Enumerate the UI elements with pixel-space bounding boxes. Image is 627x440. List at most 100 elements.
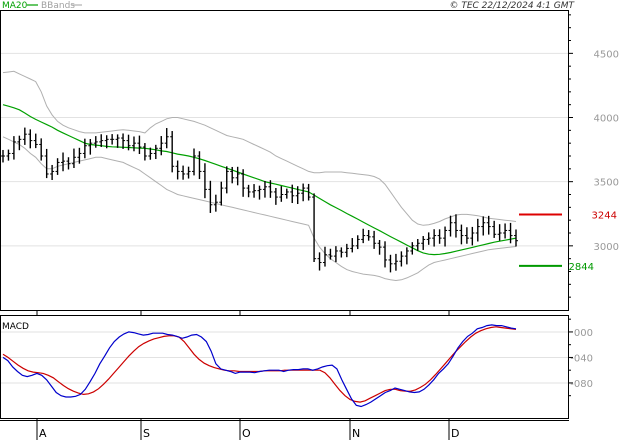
macd-lines: [2, 324, 517, 408]
price-bar: [503, 223, 508, 239]
price-bar: [142, 143, 147, 161]
price-bar: [514, 229, 518, 247]
price-bar: [1, 149, 5, 163]
price-bar: [492, 220, 497, 238]
price-bar: [443, 226, 448, 247]
macd-title: MACD: [2, 322, 29, 332]
time-tick-label: S: [143, 427, 150, 440]
price-bar: [148, 147, 153, 160]
macd-grid: [1, 331, 568, 384]
price-bar: [328, 248, 333, 260]
bbands-legend-label: BBands: [41, 1, 75, 11]
price-bar: [486, 215, 491, 235]
price-bar: [224, 166, 229, 194]
macd-axis: 000 -040 -080: [568, 318, 593, 397]
price-bar: [464, 227, 469, 244]
macd-tick-label: -080: [570, 379, 593, 390]
price-bar: [448, 215, 453, 237]
price-tick-label: 3500: [594, 178, 619, 189]
price-bar: [213, 194, 218, 212]
price-bar: [290, 184, 295, 204]
price-bar: [322, 246, 327, 267]
price-bar: [295, 186, 300, 205]
price-bar: [284, 188, 289, 199]
price-bar: [333, 246, 338, 263]
time-tick-label: O: [242, 427, 251, 440]
price-bar: [50, 164, 55, 180]
price-bar: [66, 157, 71, 170]
price-bar: [475, 218, 480, 242]
price-bar: [71, 148, 76, 169]
price-bar: [11, 136, 16, 160]
price-bar: [421, 236, 426, 250]
price-bar: [126, 134, 131, 151]
price-bar: [110, 134, 115, 145]
price-bar: [432, 229, 437, 247]
price-bar: [393, 253, 398, 271]
price-bar: [230, 166, 235, 184]
price-bar: [366, 230, 371, 241]
price-bar: [339, 247, 344, 258]
price-tick-label: 4000: [594, 114, 619, 125]
macd-panel-frame: [0, 315, 569, 419]
price-bar: [306, 183, 311, 201]
price-bar: [481, 216, 486, 236]
price-bar: [77, 147, 82, 164]
ma20-line: [2, 104, 517, 256]
price-bar: [252, 184, 257, 198]
price-bar: [28, 129, 33, 149]
price-bar: [410, 242, 415, 255]
price-bar: [104, 135, 109, 149]
price-tick-label: 3000: [594, 242, 619, 253]
price-bar: [350, 238, 355, 253]
price-bar: [262, 180, 267, 198]
price-bar: [361, 228, 366, 244]
price-bars: [1, 127, 518, 273]
price-bar: [257, 185, 262, 200]
time-tick-label: D: [451, 427, 459, 440]
price-bar: [93, 136, 98, 148]
price-bar: [208, 180, 213, 213]
price-bar: [164, 128, 169, 149]
price-bar: [121, 133, 126, 149]
macd-tick-label: -040: [570, 353, 593, 364]
price-bar: [317, 252, 322, 271]
price-bar: [508, 222, 513, 244]
price-bar: [301, 183, 306, 202]
price-bar: [377, 240, 382, 255]
price-bar: [186, 166, 191, 179]
price-bar: [115, 134, 120, 148]
price-tick-label: 4500: [594, 49, 619, 60]
price-bar: [383, 241, 388, 268]
copyright-text: © TEC 22/12/2024 4:1 GMT: [449, 1, 575, 11]
time-tick-label: N: [352, 427, 360, 440]
price-bar: [235, 166, 240, 186]
price-grid: [1, 52, 568, 247]
price-bar: [131, 136, 136, 152]
price-bar: [426, 232, 431, 245]
price-bar: [175, 160, 180, 180]
macd-tick-label: 000: [574, 328, 593, 339]
price-bar: [61, 152, 66, 172]
price-bar: [437, 229, 442, 244]
price-bar: [415, 238, 420, 251]
price-bar: [170, 131, 175, 173]
price-bar: [39, 138, 44, 161]
price-bar: [192, 148, 197, 176]
resistance-label: 3244: [592, 211, 617, 222]
price-bar: [22, 127, 27, 145]
price-bar: [459, 224, 464, 245]
price-bar: [372, 230, 377, 249]
price-bar: [6, 149, 11, 161]
price-bar: [404, 247, 409, 265]
price-bar: [355, 235, 360, 250]
price-bar: [399, 251, 404, 267]
price-bar: [453, 214, 458, 238]
ma20-legend-label: MA20: [2, 1, 28, 11]
bband-lower-line: [2, 136, 517, 282]
price-axis: 4500 4000 3500 3000: [568, 14, 619, 298]
price-bar: [159, 136, 164, 156]
price-bar: [388, 254, 393, 273]
